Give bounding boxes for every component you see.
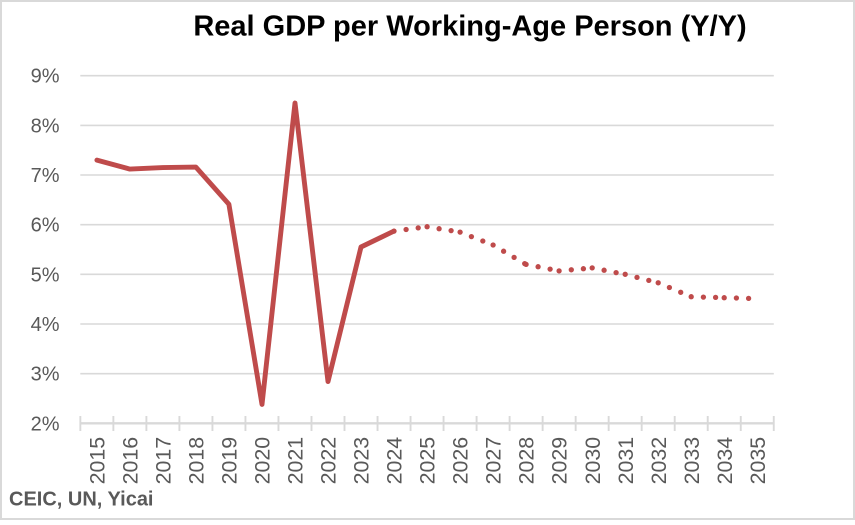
svg-text:2024: 2024 xyxy=(383,437,407,485)
svg-text:2021: 2021 xyxy=(284,437,308,485)
svg-text:2027: 2027 xyxy=(482,437,506,485)
svg-text:3%: 3% xyxy=(31,364,60,386)
svg-text:2028: 2028 xyxy=(515,437,539,485)
svg-text:2026: 2026 xyxy=(449,437,473,485)
svg-text:4%: 4% xyxy=(31,314,60,336)
svg-text:2020: 2020 xyxy=(251,437,275,485)
svg-text:2018: 2018 xyxy=(185,437,209,485)
svg-text:2031: 2031 xyxy=(614,437,638,485)
svg-text:9%: 9% xyxy=(31,66,60,88)
svg-text:2%: 2% xyxy=(31,413,60,435)
svg-text:2035: 2035 xyxy=(746,437,770,485)
svg-text:5%: 5% xyxy=(31,264,60,286)
svg-text:Real GDP per Working-Age Perso: Real GDP per Working-Age Person (Y/Y) xyxy=(193,10,746,42)
svg-text:7%: 7% xyxy=(31,165,60,187)
svg-text:2023: 2023 xyxy=(350,437,374,485)
svg-text:2025: 2025 xyxy=(416,437,440,485)
svg-text:2030: 2030 xyxy=(581,437,605,485)
svg-text:2016: 2016 xyxy=(119,437,143,485)
svg-text:2019: 2019 xyxy=(218,437,242,485)
svg-text:2022: 2022 xyxy=(317,437,341,485)
svg-text:2034: 2034 xyxy=(713,437,737,485)
svg-text:2015: 2015 xyxy=(86,437,110,485)
svg-text:2017: 2017 xyxy=(152,437,176,485)
svg-text:8%: 8% xyxy=(31,115,60,137)
svg-text:CEIC, UN, Yicai: CEIC, UN, Yicai xyxy=(9,489,154,511)
svg-text:2032: 2032 xyxy=(647,437,671,485)
svg-text:6%: 6% xyxy=(31,215,60,237)
svg-text:2033: 2033 xyxy=(680,437,704,485)
svg-text:2029: 2029 xyxy=(548,437,572,485)
